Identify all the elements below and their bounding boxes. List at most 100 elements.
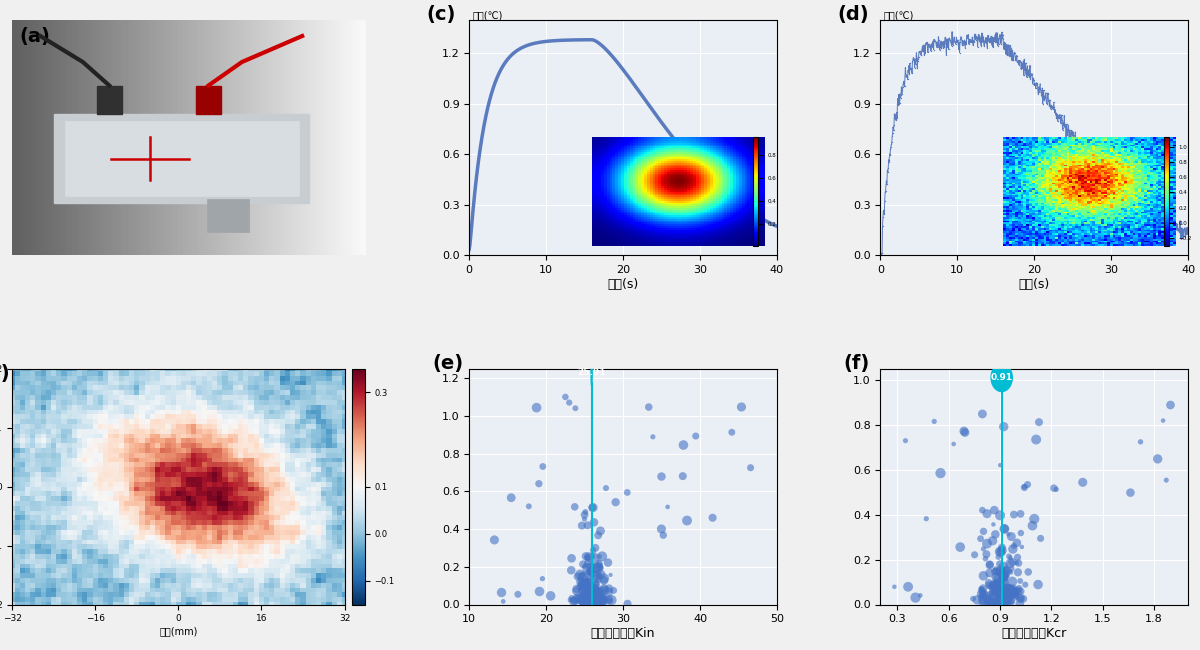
Point [584,588,604,599]
Point [1002,597,1021,608]
Point [576,551,595,562]
Point [994,571,1013,582]
Point [586,561,605,571]
Point [991,595,1010,605]
Point [1008,552,1027,562]
Point [586,586,605,597]
Point [574,585,593,595]
Point [574,578,593,588]
Point [984,582,1003,593]
Point [575,588,594,599]
Point [989,592,1008,603]
Point [990,559,1009,569]
Point [594,575,613,586]
Point [974,592,994,603]
Point [527,402,546,413]
Point [972,584,991,595]
Point [995,598,1014,608]
Point [992,567,1012,577]
Point [997,591,1016,601]
Point [576,507,595,517]
Point [992,545,1012,556]
Point [1000,566,1019,577]
Point [570,594,589,604]
Point [562,553,581,564]
Point [989,586,1008,597]
Point [990,580,1009,591]
Point [997,597,1016,608]
Point [581,562,600,572]
Point [1006,588,1025,598]
Point [986,584,1006,594]
Point [586,571,605,581]
Point [587,599,606,609]
Point [577,588,596,598]
Point [722,427,742,437]
Point [978,508,997,519]
Point [586,587,605,597]
Point [575,599,594,610]
Point [1000,583,1019,593]
Point [576,594,595,604]
Point [589,598,608,608]
Point [995,523,1014,534]
Text: (e): (e) [432,354,463,374]
Point [732,402,751,412]
Point [1003,588,1022,599]
Point [996,580,1015,591]
Point [588,530,607,541]
Point [979,580,998,590]
Point [578,590,598,601]
Point [1015,579,1034,590]
Point [584,517,604,528]
Point [577,552,596,562]
Point [564,596,583,606]
Point [1019,567,1038,577]
X-axis label: 时间(s): 时间(s) [607,278,638,291]
Point [592,595,611,606]
Point [973,586,992,596]
Point [980,560,1000,570]
Point [578,591,598,601]
Point [906,592,925,603]
Point [994,593,1013,604]
Point [884,582,904,592]
Point [530,586,550,597]
Point [575,595,594,606]
Point [998,587,1018,597]
Point [529,478,548,489]
Point [984,583,1003,593]
Point [594,584,613,594]
Point [601,570,620,580]
Point [985,584,1004,595]
Point [594,586,613,596]
Point [995,596,1014,606]
Point [984,578,1003,589]
Point [917,514,936,524]
Point [989,597,1008,608]
Point [986,577,1006,587]
Point [989,598,1008,608]
Point [996,586,1015,596]
Point [983,598,1002,608]
Point [584,592,604,602]
Point [578,577,598,587]
Point [575,596,594,606]
Point [950,542,970,552]
Point [1030,417,1049,428]
Point [586,586,605,596]
Point [589,592,608,602]
Point [565,502,584,512]
Point [931,468,950,478]
Point [575,580,594,590]
Point [577,562,596,573]
Point [974,526,994,536]
Point [986,587,1006,597]
Point [577,595,596,605]
Bar [196,86,221,114]
Point [576,588,595,598]
Point [640,402,659,412]
Point [686,431,706,441]
Point [581,588,600,598]
Point [997,569,1016,580]
